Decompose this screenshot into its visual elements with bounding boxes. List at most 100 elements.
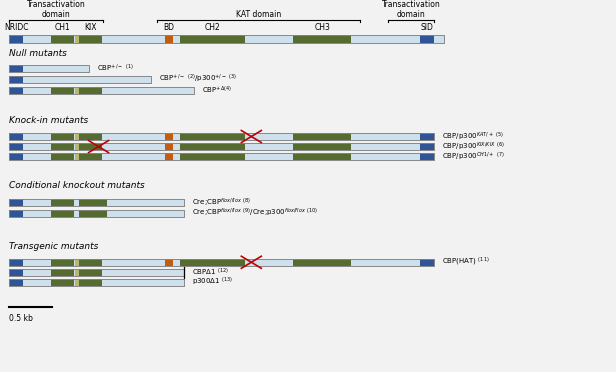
- Bar: [9, 35, 23, 44]
- Bar: [9, 269, 23, 276]
- Bar: [420, 35, 434, 44]
- Bar: [51, 143, 74, 150]
- Bar: [293, 143, 351, 150]
- Bar: [75, 133, 79, 140]
- Text: KIX: KIX: [84, 23, 97, 32]
- Text: CBP/p300$^{KIX/KIX}$ $^{(6)}$: CBP/p300$^{KIX/KIX}$ $^{(6)}$: [442, 140, 505, 153]
- Bar: [9, 199, 184, 206]
- Bar: [79, 35, 102, 44]
- Bar: [9, 259, 434, 266]
- Bar: [180, 133, 245, 140]
- Bar: [75, 87, 79, 94]
- Text: Null mutants: Null mutants: [9, 49, 67, 58]
- Text: p300Δ1 $^{(13)}$: p300Δ1 $^{(13)}$: [192, 276, 232, 289]
- Bar: [75, 143, 79, 150]
- Bar: [293, 153, 351, 160]
- Bar: [51, 210, 74, 217]
- Bar: [79, 153, 102, 160]
- Bar: [9, 199, 184, 206]
- Bar: [9, 35, 444, 44]
- Text: Transactivation
domain: Transactivation domain: [382, 0, 440, 19]
- Bar: [9, 269, 184, 276]
- Bar: [180, 35, 245, 44]
- Bar: [79, 269, 102, 276]
- Bar: [9, 133, 434, 140]
- Bar: [9, 210, 184, 217]
- Bar: [9, 76, 151, 83]
- Bar: [9, 143, 434, 150]
- Text: CBP/p300$^{CH1/+}$ $^{(7)}$: CBP/p300$^{CH1/+}$ $^{(7)}$: [442, 150, 505, 163]
- Bar: [9, 210, 23, 217]
- Bar: [51, 87, 74, 94]
- Bar: [9, 65, 23, 72]
- Text: CH3: CH3: [314, 23, 330, 32]
- Bar: [420, 133, 434, 140]
- Text: CBP$^{+/-}$ $^{(1)}$: CBP$^{+/-}$ $^{(1)}$: [97, 63, 134, 74]
- Bar: [75, 35, 79, 44]
- Bar: [293, 259, 351, 266]
- Bar: [75, 279, 79, 286]
- Bar: [51, 133, 74, 140]
- Bar: [165, 133, 173, 140]
- Bar: [51, 279, 74, 286]
- Bar: [9, 153, 434, 160]
- Bar: [79, 279, 102, 286]
- Text: Cre;CBP$^{flox/flox}$ $^{(9)}$/Cre;p300$^{flox/flox}$ $^{(10)}$: Cre;CBP$^{flox/flox}$ $^{(9)}$/Cre;p300$…: [192, 207, 318, 219]
- Bar: [9, 87, 194, 94]
- Bar: [180, 143, 245, 150]
- Bar: [79, 87, 102, 94]
- Bar: [293, 35, 351, 44]
- Bar: [75, 269, 79, 276]
- Bar: [79, 143, 102, 150]
- Bar: [9, 269, 184, 276]
- Text: CBP(HAT) $^{(11)}$: CBP(HAT) $^{(11)}$: [442, 256, 490, 269]
- Text: SID: SID: [421, 23, 433, 32]
- Text: CBP/p300$^{KAT/+}$ $^{(5)}$: CBP/p300$^{KAT/+}$ $^{(5)}$: [442, 130, 505, 143]
- Bar: [79, 133, 102, 140]
- Text: BD: BD: [163, 23, 174, 32]
- Bar: [51, 35, 74, 44]
- Text: Transactivation
domain: Transactivation domain: [27, 0, 86, 19]
- Bar: [165, 35, 173, 44]
- Text: 0.5 kb: 0.5 kb: [9, 314, 33, 323]
- Bar: [9, 87, 23, 94]
- Text: CH1: CH1: [54, 23, 70, 32]
- Bar: [293, 133, 351, 140]
- Text: CBP$^{+\Delta}$$^{(4)}$: CBP$^{+\Delta}$$^{(4)}$: [202, 85, 232, 96]
- Bar: [9, 279, 23, 286]
- Bar: [420, 153, 434, 160]
- Bar: [9, 199, 23, 206]
- Bar: [9, 259, 23, 266]
- Bar: [9, 259, 434, 266]
- Bar: [165, 259, 173, 266]
- Bar: [180, 259, 245, 266]
- Bar: [9, 279, 184, 286]
- Bar: [9, 65, 89, 72]
- Bar: [9, 35, 444, 44]
- Bar: [165, 153, 173, 160]
- Bar: [9, 153, 434, 160]
- Bar: [165, 143, 173, 150]
- Bar: [420, 143, 434, 150]
- Bar: [9, 210, 184, 217]
- Text: KAT domain: KAT domain: [236, 10, 282, 19]
- Text: NRIDC: NRIDC: [4, 23, 28, 32]
- Bar: [9, 143, 434, 150]
- Bar: [9, 153, 23, 160]
- Bar: [9, 133, 23, 140]
- Bar: [9, 143, 23, 150]
- Bar: [9, 65, 89, 72]
- Text: CH2: CH2: [205, 23, 221, 32]
- Bar: [420, 259, 434, 266]
- Text: Transgenic mutants: Transgenic mutants: [9, 242, 99, 251]
- Bar: [79, 199, 107, 206]
- Bar: [75, 259, 79, 266]
- Bar: [51, 153, 74, 160]
- Bar: [51, 259, 74, 266]
- Text: CBPΔ1 $^{(12)}$: CBPΔ1 $^{(12)}$: [192, 267, 229, 278]
- Bar: [51, 199, 74, 206]
- Bar: [9, 133, 434, 140]
- Bar: [9, 76, 23, 83]
- Text: Knock-in mutants: Knock-in mutants: [9, 116, 89, 125]
- Text: CBP$^{+/-}$ $^{(2)}$/p300$^{+/-}$ $^{(3)}$: CBP$^{+/-}$ $^{(2)}$/p300$^{+/-}$ $^{(3)…: [159, 73, 237, 86]
